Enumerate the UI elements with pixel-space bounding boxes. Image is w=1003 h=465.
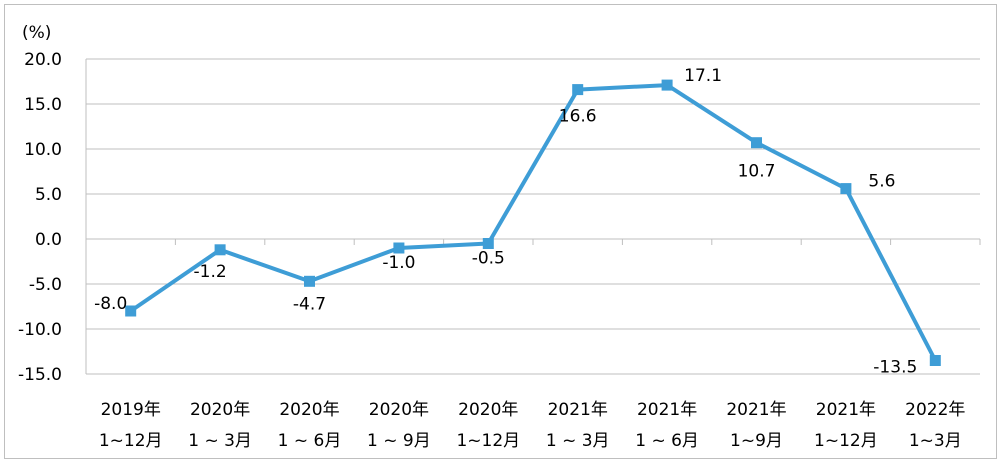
data-label: 5.6 [868, 172, 895, 192]
y-tick-label: 15.0 [24, 95, 62, 115]
x-category-label-year: 2020年 [458, 400, 518, 420]
x-category-label-year: 2021年 [816, 400, 876, 420]
x-category-label-period: 1~12月 [814, 431, 878, 451]
data-point-marker [572, 84, 584, 96]
data-label: -1.0 [382, 253, 415, 273]
x-category-label-period: 1~12月 [99, 431, 163, 451]
x-category-label-year: 2019年 [101, 400, 161, 420]
x-category-label-period: 1 ~ 9月 [367, 431, 431, 451]
x-category-label-period: 1 ~ 3月 [546, 431, 610, 451]
data-label: -0.5 [472, 249, 505, 269]
x-category-label-year: 2021年 [726, 400, 786, 420]
y-tick-label: -15.0 [18, 365, 62, 385]
x-category-label-year: 2021年 [548, 400, 608, 420]
y-unit-label: (%) [22, 23, 51, 43]
x-category-label-period: 1 ~ 6月 [278, 431, 342, 451]
chart-frame [4, 4, 997, 459]
x-category-label-period: 1~12月 [456, 431, 520, 451]
data-label: 10.7 [738, 162, 776, 182]
data-point-marker [661, 79, 673, 91]
axes [85, 59, 981, 374]
y-tick-labels: 20.0 15.0 10.0 5.0 0.0 -5.0 -10.0 -15.0 [18, 50, 62, 385]
series [125, 79, 941, 366]
x-category-label-year: 2020年 [369, 400, 429, 420]
series-line [129, 83, 938, 362]
y-tick-label: 0.0 [35, 230, 62, 250]
x-category-label-period: 1~9月 [730, 431, 783, 451]
x-category-label-year: 2021年 [637, 400, 697, 420]
y-tick-label: 10.0 [24, 140, 62, 160]
y-tick-label: -5.0 [29, 275, 62, 295]
data-label: 16.6 [559, 107, 597, 127]
x-category-label-period: 1~3月 [909, 431, 962, 451]
data-label: -13.5 [873, 358, 917, 378]
x-category-labels: 2019年 1~12月 2020年 1 ~ 3月 2020年 1 ~ 6月 2020年 1 ~… [99, 400, 966, 451]
x-category-label-period: 1 ~ 6月 [635, 431, 699, 451]
data-label: -4.7 [293, 294, 326, 314]
x-category-label-year: 2022年 [905, 400, 965, 420]
gridlines [86, 58, 980, 375]
y-tick-label: 20.0 [24, 50, 62, 70]
data-point-marker [393, 242, 405, 254]
x-category-label-year: 2020年 [190, 400, 250, 420]
y-tick-label: -10.0 [18, 320, 62, 340]
data-point-marker [929, 355, 941, 366]
data-point-marker [482, 238, 494, 249]
data-point-marker [840, 183, 852, 195]
data-point-marker [751, 137, 762, 149]
data-label: 17.1 [684, 66, 722, 86]
data-point-marker [214, 244, 226, 256]
x-category-label-year: 2020年 [279, 400, 339, 420]
data-point-marker [304, 275, 315, 287]
data-label: -1.2 [194, 262, 227, 282]
data-labels: -8.0 -1.2 -4.7 -1.0 -0.5 16.6 17.1 10.7 5.6 -13.5 [94, 66, 917, 377]
y-tick-label: 5.0 [35, 185, 62, 205]
x-category-label-period: 1 ~ 3月 [188, 431, 252, 451]
data-label: -8.0 [94, 294, 127, 314]
data-point-marker [125, 305, 137, 317]
